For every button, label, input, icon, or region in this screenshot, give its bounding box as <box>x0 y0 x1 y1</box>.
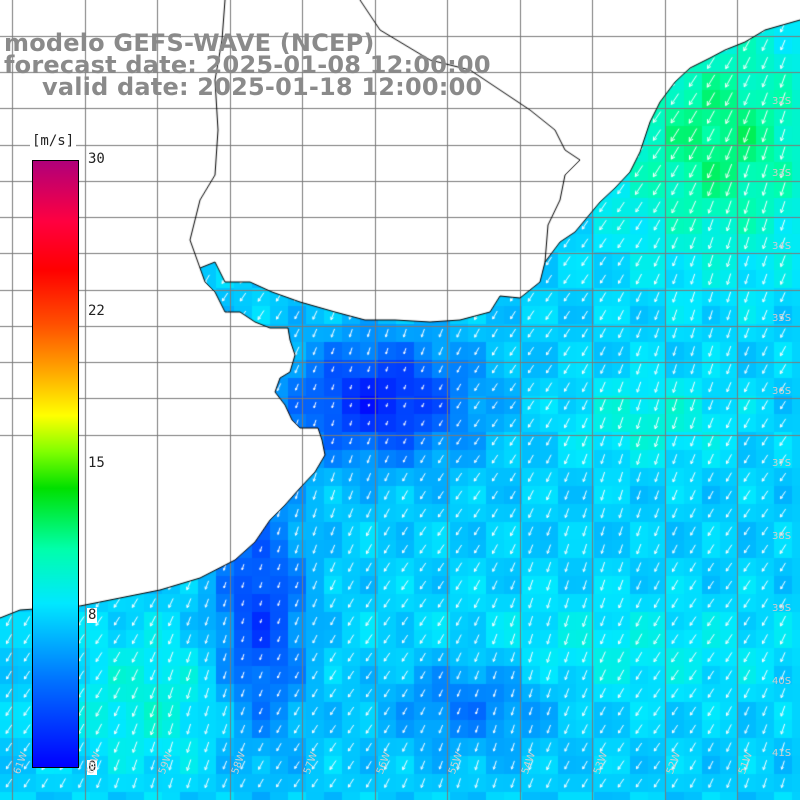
lat-label-39s: 39S <box>772 603 792 614</box>
colorbar-tick-22: 22 <box>87 303 106 319</box>
lat-label-40s: 40S <box>772 676 792 687</box>
lat-label-41s: 41S <box>772 748 792 759</box>
colorbar-tick-0: 0 <box>87 759 98 775</box>
lat-label-35s: 35S <box>772 313 792 324</box>
colorbar-tick-15: 15 <box>87 455 106 471</box>
colorbar <box>32 160 79 768</box>
lat-label-34s: 34S <box>772 241 792 252</box>
colorbar-unit-label: [m/s] <box>30 133 77 149</box>
lat-label-33s: 33S <box>772 168 792 179</box>
lat-label-37s: 37S <box>772 458 792 469</box>
colorbar-tick-30: 30 <box>87 151 106 167</box>
lat-label-32s: 32S <box>772 96 792 107</box>
lat-label-36s: 36S <box>772 386 792 397</box>
model-title: modelo GEFS-WAVE (NCEP) <box>4 29 375 57</box>
colorbar-tick-8: 8 <box>87 607 98 623</box>
lat-label-38s: 38S <box>772 531 792 542</box>
forecast-date-title: forecast date: 2025-01-08 12:00:00 <box>4 51 491 79</box>
valid-date-title: valid date: 2025-01-18 12:00:00 <box>42 73 483 101</box>
